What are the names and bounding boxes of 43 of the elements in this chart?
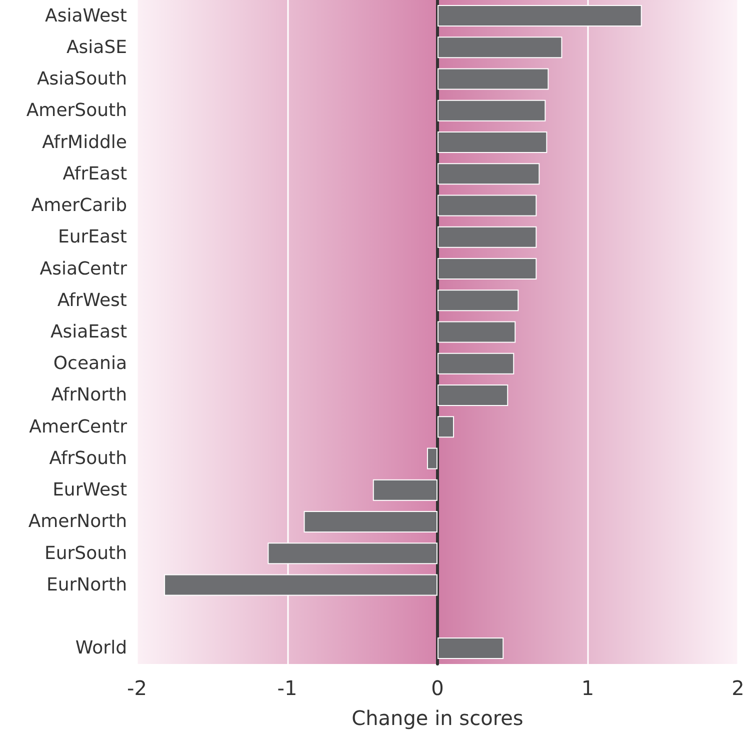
bar (438, 163, 540, 185)
bar (438, 637, 504, 659)
y-tick-label: AmerCarib (31, 195, 127, 216)
bar (438, 290, 519, 312)
x-axis-title: Change in scores (352, 706, 524, 730)
bar (438, 194, 537, 216)
bar (438, 416, 454, 438)
bar (438, 226, 537, 248)
x-tick-label: 1 (581, 676, 594, 700)
bar (438, 321, 516, 343)
y-tick-label: AfrMiddle (42, 132, 127, 153)
y-tick-label: EurEast (58, 226, 127, 248)
x-tick-label: 2 (732, 676, 744, 700)
y-tick-label: EurNorth (46, 574, 127, 596)
bar (304, 510, 438, 532)
bar (438, 68, 549, 90)
y-tick-label: AsiaEast (50, 322, 127, 342)
x-tick-label: -1 (277, 676, 298, 700)
bar (372, 479, 438, 501)
bar (438, 100, 546, 122)
bar (438, 36, 562, 58)
bar (438, 132, 548, 154)
y-tick-label: World (75, 638, 127, 659)
x-tick-label: -2 (127, 676, 147, 700)
y-tick-label: EurWest (52, 480, 127, 501)
x-tick-label: 0 (431, 676, 444, 700)
y-tick-label: AsiaSouth (36, 68, 127, 90)
y-tick-label: AmerSouth (26, 100, 127, 122)
y-tick-label: AmerCentr (29, 416, 128, 438)
y-tick-label: AfrEast (62, 163, 127, 184)
bar (438, 384, 508, 406)
bar (438, 352, 514, 374)
y-tick-label: AmerNorth (28, 511, 127, 532)
y-tick-label: Oceania (53, 353, 127, 374)
bar (426, 448, 438, 470)
y-tick-label: AsiaSE (66, 36, 127, 58)
y-tick-label: AfrWest (57, 290, 127, 311)
y-tick-label: EurSouth (44, 542, 127, 564)
bar (438, 258, 537, 280)
y-tick-label: AsiaCentr (40, 258, 128, 280)
y-tick-label: AfrSouth (49, 448, 127, 469)
y-tick-label: AfrNorth (51, 384, 127, 406)
y-tick-label: AsiaWest (45, 5, 127, 26)
